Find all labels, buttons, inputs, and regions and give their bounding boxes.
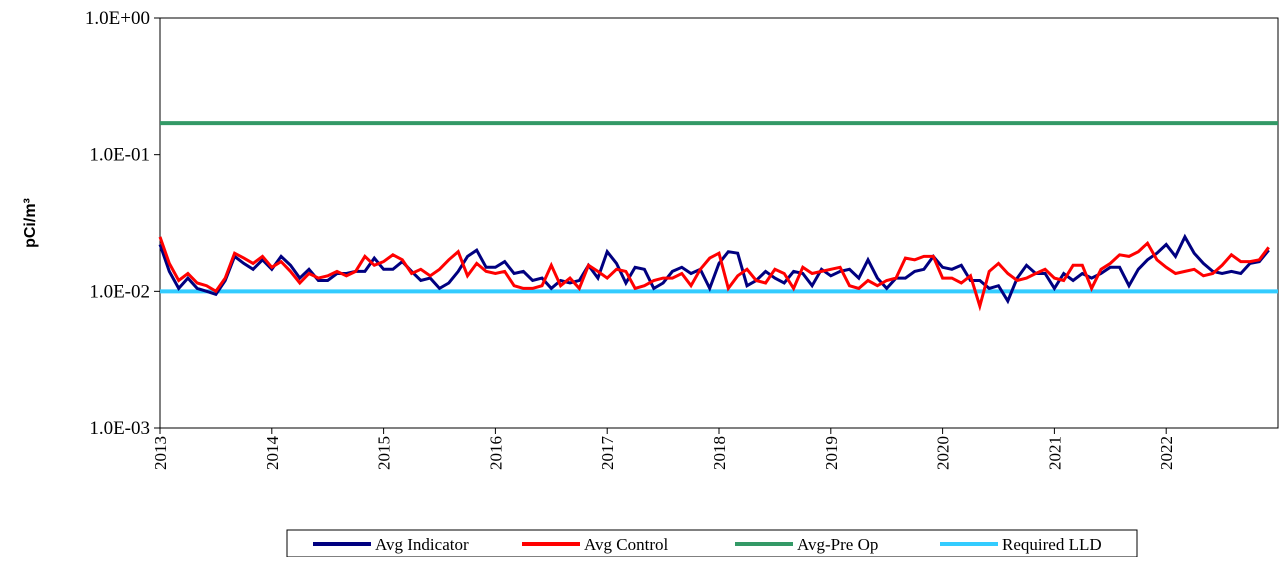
x-tick-label: 2022 [1157,436,1176,470]
legend-label: Required LLD [1002,535,1102,554]
y-axis-title: pCi/m³ [22,198,39,248]
legend-label: Avg-Pre Op [797,535,878,554]
x-tick-label: 2015 [375,436,394,470]
x-tick-label: 2019 [822,436,841,470]
x-tick-label: 2016 [486,436,505,470]
data-line [158,236,1270,312]
x-tick-label: 2021 [1045,436,1064,470]
legend-label: Avg Control [584,535,668,554]
x-tick-label: 2013 [151,436,170,470]
y-tick-label: 1.0E-01 [89,145,150,166]
y-tick-label: 1.0E+00 [85,8,150,29]
x-tick-label: 2020 [934,436,953,470]
x-tick-label: 2017 [598,436,617,471]
y-tick-label: 1.0E-02 [89,281,150,302]
x-tick-label: 2018 [710,436,729,470]
legend-label: Avg Indicator [375,535,469,554]
y-tick-label: 1.0E-03 [89,418,150,439]
plot-area [159,17,1279,429]
x-tick-label: 2014 [263,436,282,471]
